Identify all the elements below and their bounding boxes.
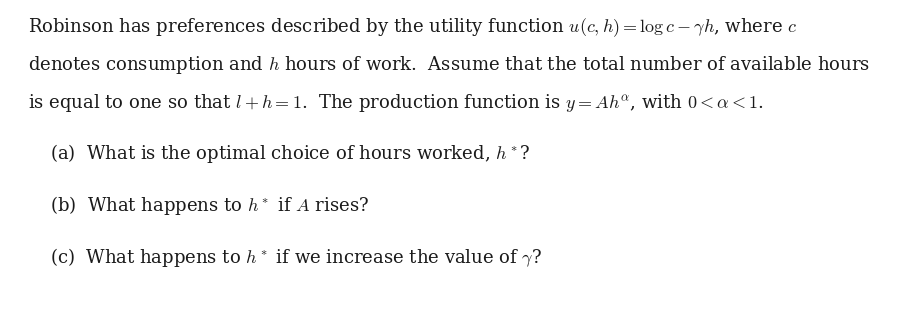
Text: is equal to one so that $l + h = 1$.  The production function is $y = Ah^\alpha$: is equal to one so that $l + h = 1$. The… <box>28 92 764 114</box>
Text: denotes consumption and $h$ hours of work.  Assume that the total number of avai: denotes consumption and $h$ hours of wor… <box>28 54 870 76</box>
Text: Robinson has preferences described by the utility function $u(c, h) = \log c - \: Robinson has preferences described by th… <box>28 16 798 39</box>
Text: (b)  What happens to $h^*$ if $A$ rises?: (b) What happens to $h^*$ if $A$ rises? <box>50 194 369 217</box>
Text: (c)  What happens to $h^*$ if we increase the value of $\gamma$?: (c) What happens to $h^*$ if we increase… <box>50 246 542 269</box>
Text: (a)  What is the optimal choice of hours worked, $h^*$?: (a) What is the optimal choice of hours … <box>50 142 531 165</box>
